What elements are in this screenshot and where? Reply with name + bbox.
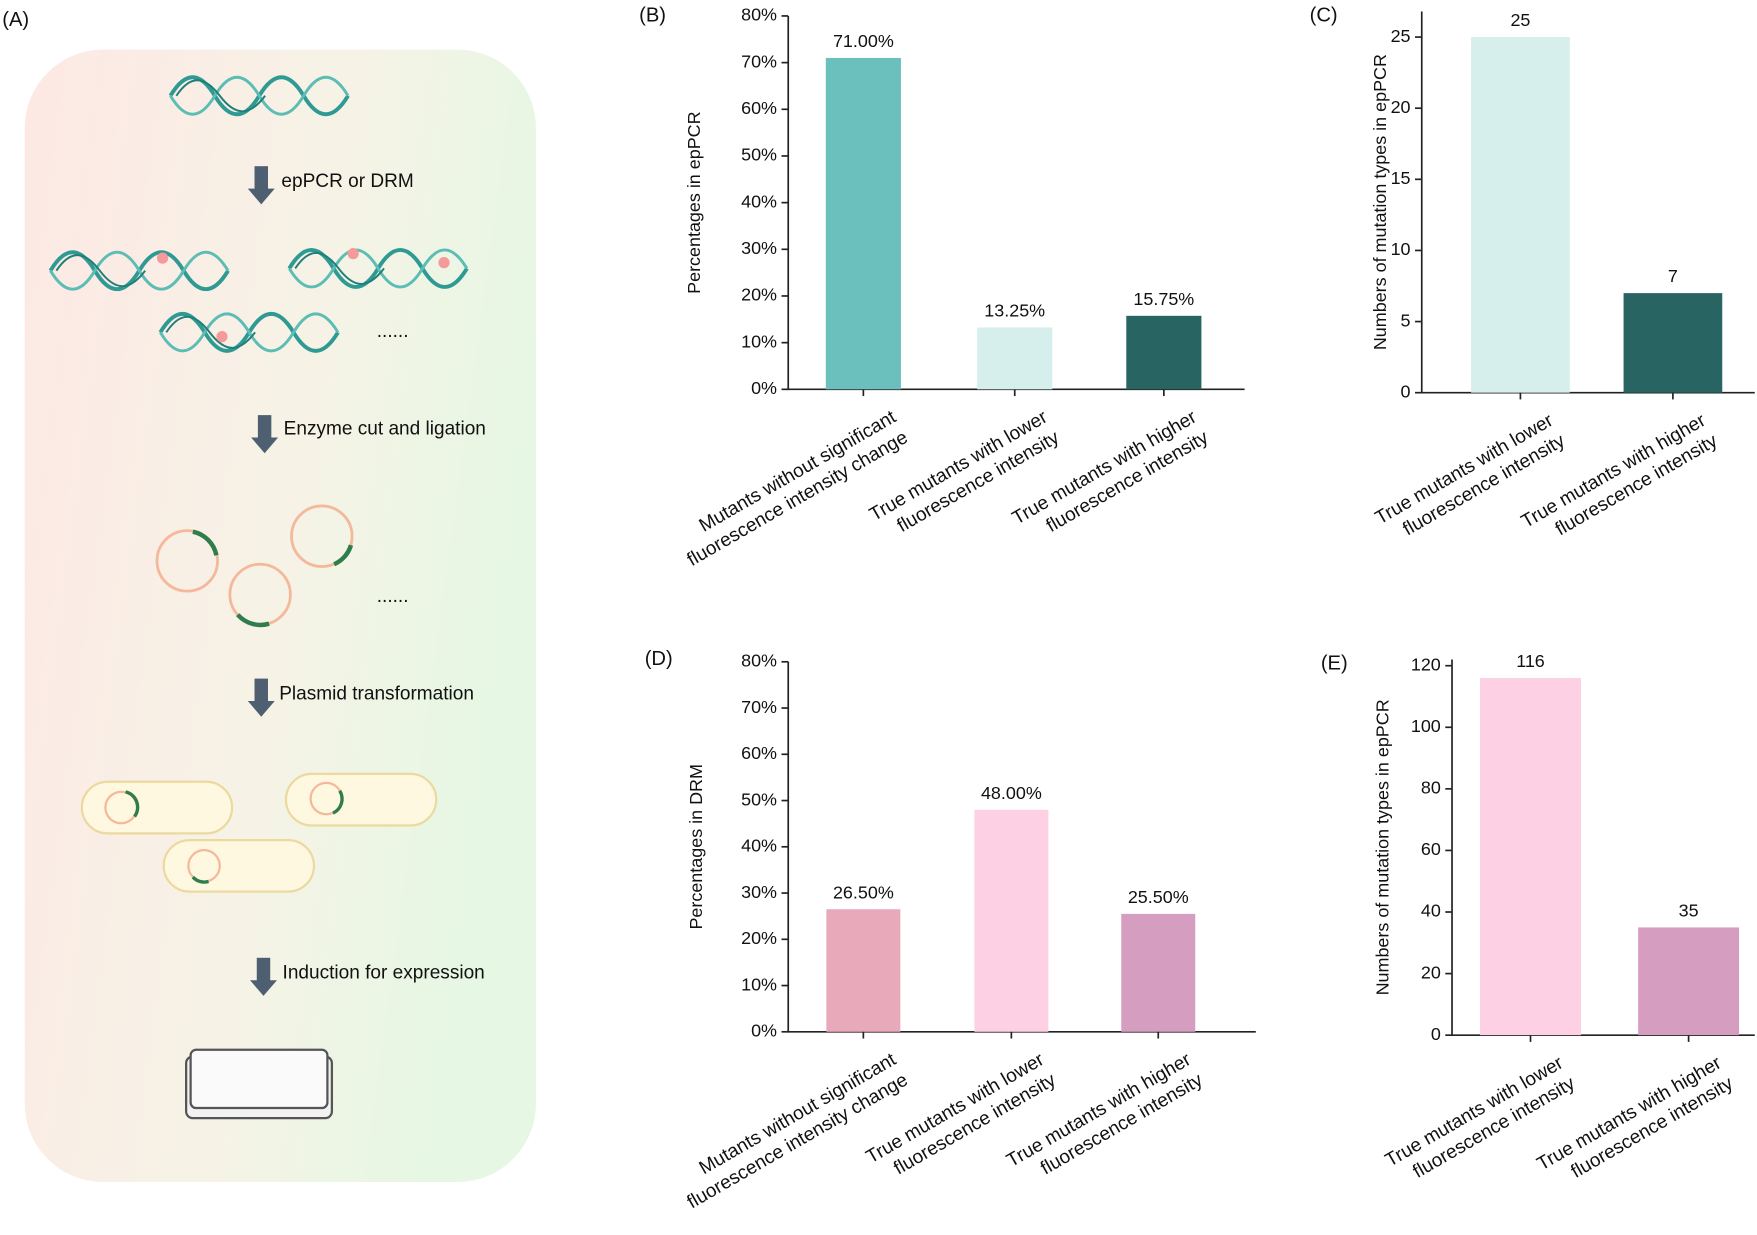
data-label: 13.25%: [984, 301, 1045, 321]
y-tick-label: 50%: [741, 145, 777, 165]
axis: [787, 15, 1245, 391]
bar: [825, 57, 901, 390]
data-label: 26.50%: [833, 882, 894, 902]
panel-label: (D): [645, 648, 673, 670]
y-tick-label: 15: [1391, 168, 1411, 188]
y-tick-label: 20: [1421, 962, 1441, 982]
y-tick-label: 10%: [741, 974, 777, 994]
axis: [787, 661, 1256, 1033]
ellipsis: ......: [377, 586, 409, 607]
y-axis-label: Numbers of mutation types in epPCR: [1372, 699, 1392, 995]
cell-icon: [80, 772, 438, 893]
bar: [1471, 37, 1570, 393]
y-tick-label: 80: [1421, 778, 1441, 798]
y-tick-label: 40: [1421, 901, 1441, 921]
bar: [1121, 913, 1196, 1032]
y-tick-label: 30%: [741, 882, 777, 902]
x-tick-label-line: Mutants without significant: [696, 406, 901, 536]
y-axis-label: Percentages in DRM: [686, 764, 706, 930]
bar: [1623, 293, 1723, 393]
panel-a: (A) epPCR or DRM Enzyme cut and ligat: [2, 9, 536, 1183]
data-label: 71.00%: [833, 31, 894, 51]
y-tick-label: 60: [1421, 839, 1441, 859]
y-tick-label: 60%: [741, 98, 777, 118]
dna-icon: [48, 75, 469, 353]
data-label: 15.75%: [1133, 289, 1194, 309]
y-tick-label: 40%: [741, 836, 777, 856]
bar: [974, 809, 1049, 1032]
y-tick-label: 70%: [741, 51, 777, 71]
y-tick-label: 80%: [741, 5, 777, 25]
panel-label: (E): [1321, 652, 1348, 674]
chart: (D) Percentages in DRM 0% 10% 20% 30% 40% 50% 60…: [645, 648, 1256, 1213]
panel-label: (A): [2, 9, 29, 31]
bar: [1480, 678, 1581, 1036]
y-tick-label: 40%: [741, 191, 777, 211]
x-tick-label: Mutants without significantfluorescence …: [684, 406, 912, 571]
chart: (E) Numbers of mutation types in epPCR 0 20…: [1321, 651, 1755, 1183]
y-tick-label: 0%: [751, 378, 777, 398]
y-tick-label: 20%: [741, 285, 777, 305]
y-tick-label: 70%: [741, 697, 777, 717]
bar: [1638, 927, 1740, 1036]
y-tick-label: 100: [1411, 716, 1441, 736]
y-tick-label: 10: [1391, 239, 1411, 259]
y-tick-label: 0: [1401, 381, 1411, 401]
panel-label: (B): [639, 4, 666, 26]
x-tick-label: Mutants without significantfluorescence …: [684, 1049, 912, 1213]
plate-icon: [185, 1048, 334, 1120]
chart: (C) Numbers of mutation types in epPCR 0 5 1…: [1310, 4, 1755, 540]
bar: [1126, 315, 1202, 390]
data-label: 25.50%: [1128, 887, 1189, 907]
plasmid-icon: [155, 504, 354, 628]
y-tick-label: 0%: [751, 1021, 777, 1041]
step-label: epPCR or DRM: [281, 171, 413, 192]
step-label: Induction for expression: [283, 963, 485, 984]
data-label: 116: [1516, 651, 1545, 671]
step-label: Enzyme cut and ligation: [284, 419, 486, 440]
x-tick-label-line: fluorescence intensity change: [684, 427, 912, 571]
y-axis-label: Numbers of mutation types in epPCR: [1370, 54, 1390, 350]
y-tick-label: 25: [1391, 26, 1411, 46]
data-label: 35: [1679, 900, 1699, 920]
data-label: 48.00%: [981, 783, 1042, 803]
bar: [826, 909, 901, 1032]
step-label: Plasmid transformation: [279, 683, 474, 704]
y-tick-label: 50%: [741, 789, 777, 809]
y-tick-label: 120: [1411, 654, 1441, 674]
y-tick-label: 5: [1401, 310, 1411, 330]
y-tick-label: 20%: [741, 928, 777, 948]
chart: (B) Percentages in epPCR 0% 10% 20% 30% 40% 50%…: [639, 4, 1245, 571]
y-tick-label: 0: [1431, 1024, 1441, 1044]
y-tick-label: 30%: [741, 238, 777, 258]
y-tick-label: 80%: [741, 651, 777, 671]
ellipsis: ......: [377, 321, 409, 342]
data-label: 25: [1510, 10, 1530, 30]
bar: [977, 327, 1053, 390]
y-tick-label: 20: [1391, 97, 1411, 117]
y-axis-label: Percentages in epPCR: [684, 111, 704, 294]
y-tick-label: 60%: [741, 743, 777, 763]
data-label: 7: [1668, 266, 1678, 286]
y-tick-label: 10%: [741, 331, 777, 351]
panel-label: (C): [1310, 4, 1338, 26]
